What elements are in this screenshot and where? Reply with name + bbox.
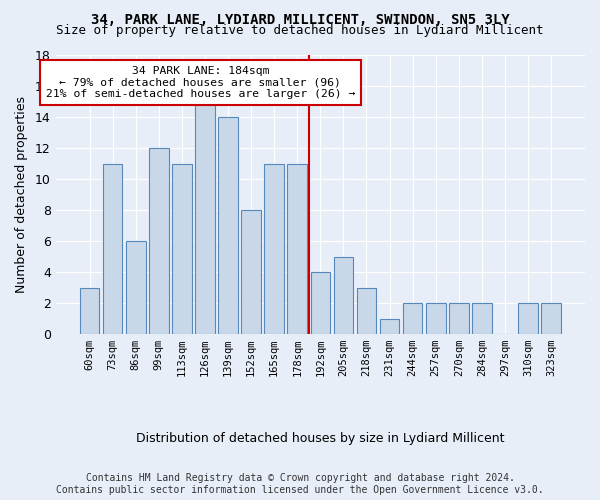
Bar: [149, 148, 169, 334]
X-axis label: Distribution of detached houses by size in Lydiard Millicent: Distribution of detached houses by size …: [136, 432, 505, 445]
Bar: [518, 303, 538, 334]
Bar: [426, 303, 446, 334]
Bar: [403, 303, 422, 334]
Bar: [449, 303, 469, 334]
Bar: [241, 210, 261, 334]
Bar: [195, 102, 215, 334]
Bar: [287, 164, 307, 334]
Bar: [472, 303, 492, 334]
Bar: [334, 256, 353, 334]
Text: Contains HM Land Registry data © Crown copyright and database right 2024.
Contai: Contains HM Land Registry data © Crown c…: [56, 474, 544, 495]
Bar: [265, 164, 284, 334]
Bar: [356, 288, 376, 334]
Bar: [126, 241, 146, 334]
Bar: [380, 318, 400, 334]
Bar: [103, 164, 122, 334]
Bar: [218, 117, 238, 334]
Text: 34, PARK LANE, LYDIARD MILLICENT, SWINDON, SN5 3LY: 34, PARK LANE, LYDIARD MILLICENT, SWINDO…: [91, 12, 509, 26]
Bar: [80, 288, 100, 334]
Bar: [541, 303, 561, 334]
Bar: [311, 272, 330, 334]
Y-axis label: Number of detached properties: Number of detached properties: [15, 96, 28, 293]
Bar: [172, 164, 191, 334]
Text: Size of property relative to detached houses in Lydiard Millicent: Size of property relative to detached ho…: [56, 24, 544, 37]
Text: 34 PARK LANE: 184sqm
← 79% of detached houses are smaller (96)
21% of semi-detac: 34 PARK LANE: 184sqm ← 79% of detached h…: [46, 66, 355, 99]
